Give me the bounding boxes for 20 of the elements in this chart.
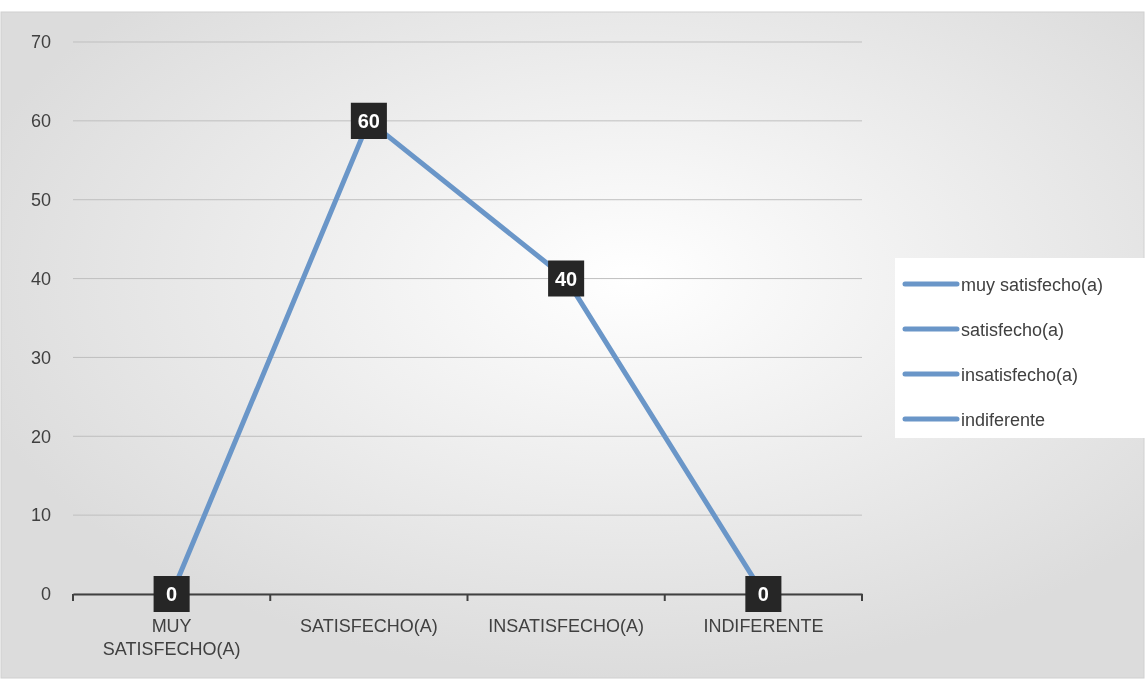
x-tick-label: INDIFERENTE	[703, 616, 824, 636]
text: muy satisfecho(a)	[961, 275, 1104, 295]
x-tick-label: INSATISFECHO(A)	[488, 616, 644, 636]
data-label: 0	[757, 583, 769, 605]
x-tick-label: SATISFECHO(A)	[300, 616, 438, 636]
y-tick-label: 10	[30, 505, 51, 526]
y-tick-label: 40	[30, 268, 51, 289]
text: insatisfecho(a)	[961, 365, 1079, 385]
y-tick-label: 20	[30, 426, 51, 447]
y-tick-label: 0	[40, 584, 51, 605]
y-tick-label: 50	[30, 189, 51, 210]
text: indiferente	[961, 410, 1046, 430]
y-tick-label: 60	[30, 111, 51, 132]
x-tick-label: MUY SATISFECHO(A)	[102, 616, 241, 659]
data-label: 40	[555, 267, 578, 290]
y-tick-label: 70	[30, 32, 51, 53]
y-tick-label: 30	[30, 347, 51, 368]
text: satisfecho(a)	[961, 320, 1065, 340]
data-label: 0	[166, 583, 178, 605]
data-label: 60	[357, 109, 380, 132]
